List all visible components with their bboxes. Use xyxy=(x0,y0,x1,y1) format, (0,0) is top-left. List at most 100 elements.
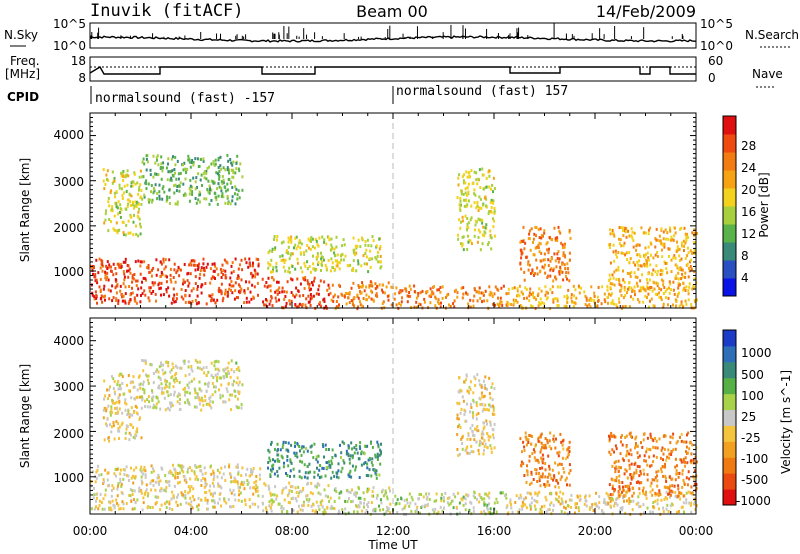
velocity-cells-cell xyxy=(118,507,121,511)
velocity-cells-cell xyxy=(685,491,688,495)
velocity-cells-cell xyxy=(229,393,232,397)
power-cells-cell xyxy=(250,297,253,301)
power-cells-cell xyxy=(179,268,182,272)
velocity-cells-cell xyxy=(217,483,220,487)
velocity-cells-cell xyxy=(269,506,272,509)
power-cells-cell xyxy=(611,299,614,303)
velocity-cells-cell xyxy=(130,466,132,470)
power-cells-cell xyxy=(184,293,187,297)
power-cells-cell xyxy=(482,293,485,297)
velocity-cells-cell xyxy=(475,404,478,408)
power-cells-cell xyxy=(235,187,238,191)
power-cells-cell xyxy=(202,257,205,261)
power-cells-cell xyxy=(305,249,308,253)
velocity-cells-cell xyxy=(344,507,347,511)
power-cells-cell xyxy=(596,304,599,308)
power-cells-cell xyxy=(638,243,641,247)
power-cells-cell xyxy=(675,249,678,253)
power-cells-cell xyxy=(405,289,408,293)
power-cells-cell xyxy=(159,286,162,290)
velocity-cells-cell xyxy=(568,498,571,502)
velocity-cells-cell xyxy=(593,502,596,506)
velocity-cells-cell xyxy=(124,401,126,405)
power-cells-cell xyxy=(607,301,609,305)
velocity-cells-cell xyxy=(337,476,340,480)
velocity-cells-cell xyxy=(625,434,628,438)
power-cells-cell xyxy=(528,232,531,236)
velocity-cells-cell xyxy=(331,470,334,474)
power-cells-cell xyxy=(275,289,278,293)
velocity-cells-cell xyxy=(440,496,443,500)
velocity-cells-cell xyxy=(327,448,330,451)
velocity-cells-cell xyxy=(290,461,293,465)
velocity-cells-cell xyxy=(509,500,512,504)
power-cells-cell xyxy=(676,292,679,296)
velocity-cells-cell xyxy=(185,478,187,482)
velocity-cells-cell xyxy=(490,385,493,389)
velocity-cells-cell xyxy=(685,440,688,444)
power-cells-cell xyxy=(251,283,254,287)
velocity-cells-cell xyxy=(285,485,288,489)
power-cells-cell xyxy=(646,281,649,285)
power-cells-cell xyxy=(520,239,523,243)
power-cells-cell xyxy=(319,301,321,305)
power-cells-cell xyxy=(298,239,301,243)
velocity-cells-cell xyxy=(117,387,120,391)
velocity-cells-cell xyxy=(188,391,191,395)
velocity-cells-cell xyxy=(668,475,671,479)
velocity-cells-cell xyxy=(417,497,420,501)
power-cells-cell xyxy=(673,234,676,238)
velocity-cells-cell xyxy=(220,476,223,480)
velocity-cells-cell xyxy=(558,495,560,499)
power-cells-cell xyxy=(469,218,472,222)
power-cells-cell xyxy=(478,195,481,199)
power-cells-cell xyxy=(157,283,160,287)
power-cells-cell xyxy=(128,193,131,197)
velocity-cells-cell xyxy=(329,496,332,500)
power-colorbar-frame xyxy=(722,115,737,297)
velocity-cells-cell xyxy=(200,389,203,393)
velocity-cells-cell xyxy=(371,463,374,467)
velocity-cells-cell xyxy=(131,413,134,417)
velocity-cells-cell xyxy=(541,459,544,463)
velocity-cells-cell xyxy=(668,456,671,460)
velocity-cells-cell xyxy=(246,467,249,471)
power-cells-cell xyxy=(145,182,148,186)
power-cells-cell xyxy=(490,206,493,210)
velocity-cells-cell xyxy=(209,399,212,403)
velocity-cells-cell xyxy=(618,487,621,491)
power-cells-cell xyxy=(659,268,662,272)
velocity-cells-cell xyxy=(620,435,623,439)
velocity-cells-cell xyxy=(385,491,388,495)
power-cells-cell xyxy=(194,268,197,272)
power-cells-cell xyxy=(214,277,216,280)
power-cells-cell xyxy=(139,225,142,229)
power-cells-cell xyxy=(361,285,364,289)
power-cells-cell xyxy=(327,283,330,287)
power-cells-cell xyxy=(282,240,285,244)
velocity-cells-cell xyxy=(458,423,461,427)
power-cells-cell xyxy=(190,289,193,293)
velocity-cells-cell xyxy=(668,486,671,490)
velocity-cells-cell xyxy=(371,509,374,513)
power-cells-cell xyxy=(111,170,114,174)
power-cells-cell xyxy=(212,160,215,164)
power-cells-cell xyxy=(302,251,305,254)
velocity-cells-cell xyxy=(196,396,199,400)
velocity-cells-cell xyxy=(196,504,199,508)
power-cells-cell xyxy=(275,238,278,242)
power-cells-cell xyxy=(329,248,332,252)
power-cells-cell xyxy=(482,225,485,229)
velocity-cells-cell xyxy=(501,491,504,495)
velocity-cells-cell xyxy=(202,476,205,480)
power-cells-cell xyxy=(474,219,477,223)
power-cells-cell xyxy=(624,230,627,234)
velocity-cells-cell xyxy=(210,472,213,476)
velocity-cells-cell xyxy=(525,469,528,473)
power-cells-cell xyxy=(335,300,338,303)
power-cells-cell xyxy=(115,291,118,295)
power-cells-cell xyxy=(114,201,117,205)
velocity-cells-cell xyxy=(284,441,287,444)
velocity-cells-cell xyxy=(433,510,436,514)
power-cells-cell xyxy=(182,297,185,301)
